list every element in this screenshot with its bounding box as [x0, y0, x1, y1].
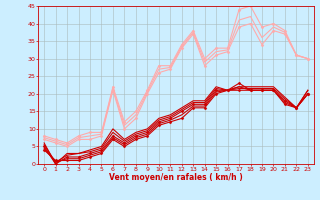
X-axis label: Vent moyen/en rafales ( km/h ): Vent moyen/en rafales ( km/h )	[109, 173, 243, 182]
